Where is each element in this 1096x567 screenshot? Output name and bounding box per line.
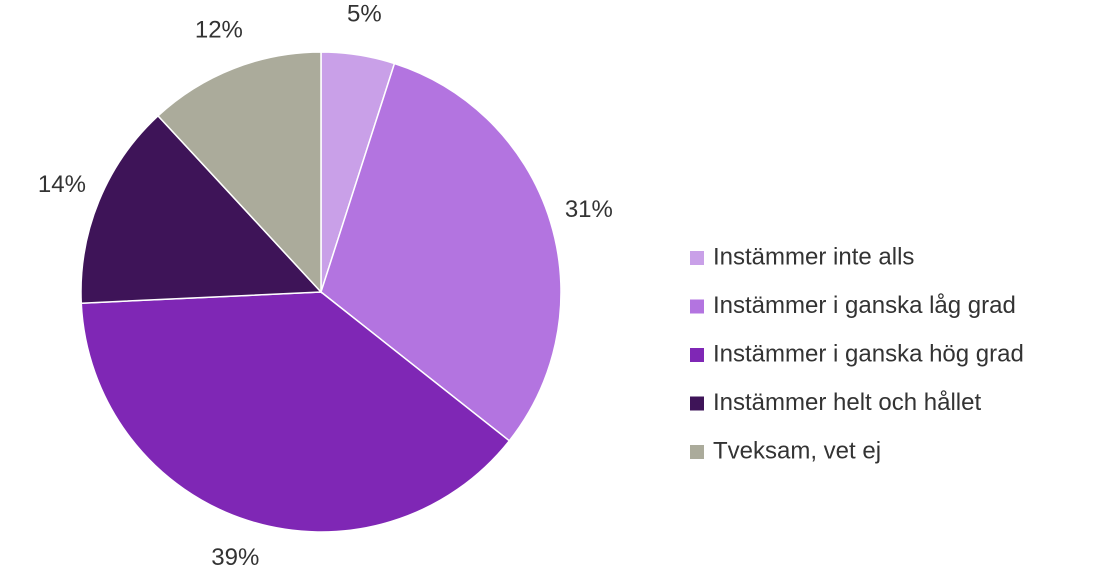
legend-label: Instämmer i ganska låg grad <box>713 292 1016 319</box>
legend-swatch <box>690 348 704 362</box>
pie-slice <box>80 291 511 533</box>
legend-label: Instämmer helt och hållet <box>713 389 981 416</box>
slice-label: 31% <box>565 196 613 223</box>
legend-swatch <box>690 445 704 459</box>
legend-swatch <box>690 251 704 265</box>
legend-label: Tveksam, vet ej <box>713 437 881 464</box>
legend-swatch <box>690 299 704 314</box>
pie-slice <box>80 114 323 304</box>
pie-slice <box>320 62 562 442</box>
slice-label: 5% <box>347 1 382 28</box>
legend-label: Instämmer inte alls <box>713 243 914 270</box>
slice-label: 39% <box>211 544 259 567</box>
slice-label: 12% <box>195 17 243 44</box>
legend-label: Instämmer i ganska hög grad <box>713 340 1024 367</box>
legend-swatch <box>690 396 704 411</box>
slice-label: 14% <box>38 171 86 198</box>
pie-slice <box>156 51 322 294</box>
